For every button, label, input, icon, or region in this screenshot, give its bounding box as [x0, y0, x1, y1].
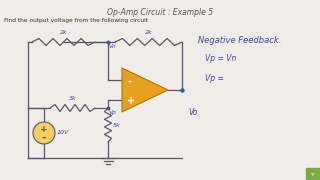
Text: 2k: 2k	[145, 30, 152, 35]
Text: +: +	[127, 96, 135, 106]
Text: Negative Feedback.: Negative Feedback.	[198, 36, 281, 45]
Circle shape	[33, 122, 55, 144]
Text: -: -	[42, 133, 46, 143]
Text: Vp = Vn: Vp = Vn	[205, 54, 236, 63]
Text: Find the output voltage from the following circuit: Find the output voltage from the followi…	[4, 18, 148, 23]
Polygon shape	[122, 68, 168, 112]
Text: 2k: 2k	[60, 30, 67, 35]
Text: Vn: Vn	[109, 44, 117, 49]
Text: YT: YT	[310, 172, 316, 177]
Text: 5k: 5k	[113, 123, 121, 127]
Text: Op-Amp Circuit : Example 5: Op-Amp Circuit : Example 5	[107, 8, 213, 17]
Text: 10V: 10V	[57, 130, 69, 136]
Text: Vo: Vo	[188, 107, 197, 116]
Text: Vp: Vp	[109, 110, 117, 115]
Bar	[306, 168, 320, 180]
Text: Vp =: Vp =	[205, 74, 224, 83]
Text: +: +	[40, 125, 48, 134]
Text: 3k: 3k	[69, 96, 76, 101]
Text: -: -	[127, 76, 131, 86]
